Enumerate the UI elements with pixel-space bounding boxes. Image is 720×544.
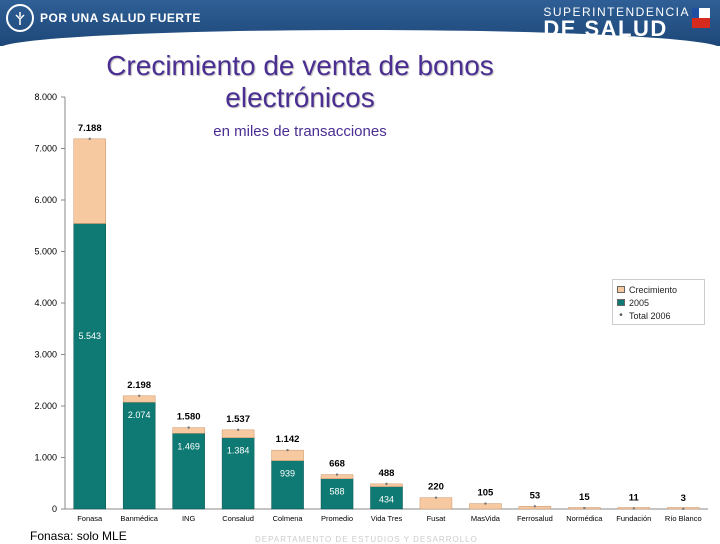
total-2006-label: 15: [579, 492, 590, 503]
x-category-label: Fundación: [616, 514, 651, 523]
legend-item-2005: 2005: [617, 296, 700, 309]
bar-2005-label: 588: [330, 487, 345, 497]
total-2006-marker: [88, 137, 91, 141]
x-category-label: Normédica: [566, 514, 603, 523]
bar-2005-label: 1.469: [177, 441, 200, 451]
y-tick-label: 2.000: [34, 401, 57, 411]
legend-label-2005: 2005: [629, 297, 650, 308]
total-2006-label: 105: [477, 488, 494, 499]
right-brand-sub: SUPERINTENDENCIA: [543, 5, 690, 19]
bar-2005: [122, 401, 156, 510]
bar-2005: [221, 437, 255, 510]
left-brand: POR UNA SALUD FUERTE: [6, 4, 201, 32]
x-category-label: Banmédica: [120, 514, 158, 523]
legend-item-growth: Crecimiento: [617, 283, 700, 296]
total-2006-label: 1.537: [226, 414, 250, 425]
total-2006-label: 220: [428, 482, 444, 493]
bar-2005: [73, 223, 106, 510]
y-tick-label: 4.000: [34, 298, 57, 308]
x-category-label: Colmena: [273, 514, 304, 523]
total-2006-label: 53: [530, 490, 541, 501]
y-tick-label: 5.000: [34, 247, 57, 257]
tree-logo-icon: [6, 4, 34, 32]
total-2006-marker: [533, 505, 537, 508]
x-category-label: Río Blanco: [665, 514, 702, 523]
bar-2005: [320, 478, 354, 510]
total-2006-label: 3: [681, 493, 686, 504]
bar-2005: [271, 460, 304, 510]
total-2006-label: 7.188: [78, 123, 102, 134]
legend-dot-total: •: [619, 309, 623, 321]
legend-label-growth: Crecimiento: [629, 284, 678, 295]
total-2006-marker: [385, 482, 388, 486]
total-2006-marker: [187, 426, 190, 429]
bar-growth: [419, 497, 453, 510]
chile-emblem-icon: [692, 8, 710, 28]
chart-subtitle: en miles de transacciones: [213, 123, 387, 140]
x-category-label: ING: [182, 514, 196, 523]
total-2006-label: 668: [329, 459, 345, 470]
y-tick-label: 7.000: [34, 144, 57, 154]
total-2006-label: 11: [629, 492, 640, 503]
total-2006-marker: [583, 507, 586, 510]
total-2006-marker: [434, 496, 438, 499]
x-category-label: Consalud: [222, 514, 254, 523]
y-tick-label: 0: [52, 504, 57, 514]
total-2006-marker: [286, 448, 289, 452]
chart-legend: Crecimiento 2005 • Total 2006: [612, 279, 705, 325]
bar-2005: [172, 433, 205, 510]
bar-2005-label: 5.543: [78, 331, 101, 341]
total-2006-marker: [682, 507, 685, 511]
x-category-label: Fusat: [427, 514, 447, 523]
total-2006-marker: [484, 502, 487, 505]
bar-2005-label: 1.384: [227, 446, 250, 456]
legend-swatch-2005: [617, 299, 625, 306]
legend-item-total: • Total 2006: [617, 309, 700, 322]
header-curve: [0, 30, 720, 52]
legend-label-total: Total 2006: [629, 310, 671, 321]
total-2006-label: 2.198: [127, 380, 151, 391]
left-brand-text: POR UNA SALUD FUERTE: [40, 11, 201, 25]
total-2006-marker: [236, 428, 240, 432]
x-category-label: Fonasa: [77, 514, 103, 523]
bar-2005-label: 939: [280, 469, 295, 479]
footnote: Fonasa: solo MLE: [30, 529, 127, 543]
legend-swatch-growth: [617, 286, 625, 293]
bar-growth: [73, 138, 106, 224]
total-2006-label: 488: [379, 468, 395, 479]
bar-growth: [271, 449, 304, 461]
total-2006-marker: [632, 507, 636, 510]
chart-title: Crecimiento de venta de bonos electrónic…: [106, 50, 494, 113]
y-tick-label: 3.000: [34, 350, 57, 360]
total-2006-marker: [137, 394, 141, 398]
total-2006-marker: [335, 473, 339, 476]
bar-2005-label: 434: [379, 495, 394, 505]
x-category-label: Vida Tres: [371, 514, 403, 523]
y-tick-label: 6.000: [34, 195, 57, 205]
x-category-label: Promedio: [321, 514, 353, 523]
y-tick-label: 1.000: [34, 453, 57, 463]
bar-2005-label: 2.074: [128, 410, 151, 420]
total-2006-label: 1.142: [276, 434, 300, 445]
x-category-label: MasVida: [471, 514, 501, 523]
x-category-label: Ferrosalud: [517, 514, 553, 523]
total-2006-label: 1.580: [177, 412, 201, 423]
y-tick-label: 8.000: [34, 92, 57, 102]
